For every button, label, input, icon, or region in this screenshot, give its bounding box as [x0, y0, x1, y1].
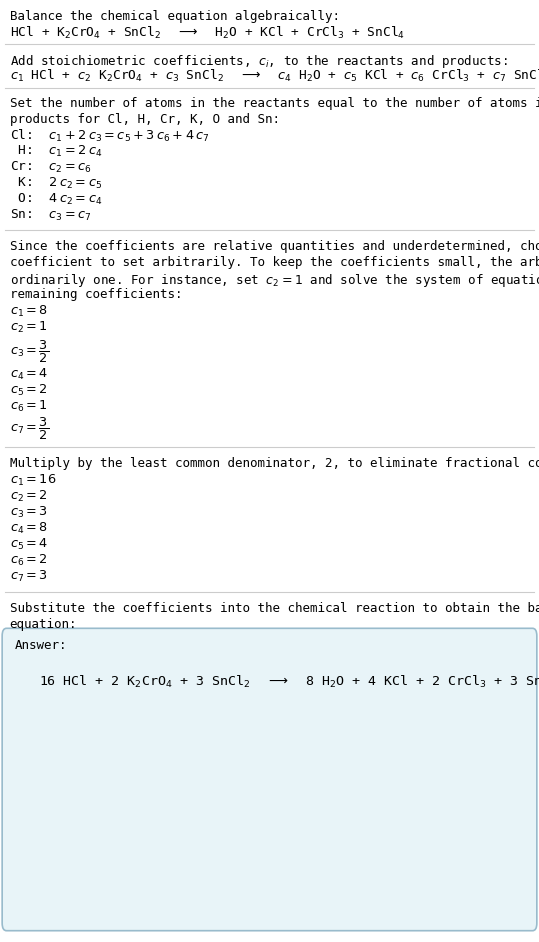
Text: $c_5 = 4$: $c_5 = 4$	[10, 537, 48, 552]
Text: $c_1$ HCl + $c_2$ K$_2$CrO$_4$ + $c_3$ SnCl$_2$  $\longrightarrow$  $c_4$ H$_2$O: $c_1$ HCl + $c_2$ K$_2$CrO$_4$ + $c_3$ S…	[10, 68, 539, 84]
Text: Balance the chemical equation algebraically:: Balance the chemical equation algebraica…	[10, 9, 340, 23]
Text: Cl:  $c_1 + 2\,c_3 = c_5 + 3\,c_6 + 4\,c_7$: Cl: $c_1 + 2\,c_3 = c_5 + 3\,c_6 + 4\,c_…	[10, 128, 209, 144]
Text: Answer:: Answer:	[15, 639, 67, 652]
Text: $c_7 = \dfrac{3}{2}$: $c_7 = \dfrac{3}{2}$	[10, 416, 49, 443]
Text: $c_5 = 2$: $c_5 = 2$	[10, 382, 47, 398]
Text: $c_1 = 8$: $c_1 = 8$	[10, 304, 48, 319]
Text: HCl + K$_2$CrO$_4$ + SnCl$_2$  $\longrightarrow$  H$_2$O + KCl + CrCl$_3$ + SnCl: HCl + K$_2$CrO$_4$ + SnCl$_2$ $\longrigh…	[10, 24, 405, 41]
FancyBboxPatch shape	[2, 628, 537, 931]
Text: Set the number of atoms in the reactants equal to the number of atoms in the: Set the number of atoms in the reactants…	[10, 97, 539, 110]
Text: Substitute the coefficients into the chemical reaction to obtain the balanced: Substitute the coefficients into the che…	[10, 602, 539, 615]
Text: Since the coefficients are relative quantities and underdetermined, choose a: Since the coefficients are relative quan…	[10, 240, 539, 253]
Text: $c_6 = 2$: $c_6 = 2$	[10, 553, 47, 568]
Text: $c_6 = 1$: $c_6 = 1$	[10, 398, 47, 414]
Text: $c_3 = 3$: $c_3 = 3$	[10, 505, 48, 520]
Text: $c_2 = 2$: $c_2 = 2$	[10, 489, 47, 504]
Text: equation:: equation:	[10, 618, 77, 631]
Text: O:  $4\,c_2 = c_4$: O: $4\,c_2 = c_4$	[10, 192, 102, 207]
Text: ordinarily one. For instance, set $c_2 = 1$ and solve the system of equations fo: ordinarily one. For instance, set $c_2 =…	[10, 272, 539, 289]
Text: Multiply by the least common denominator, 2, to eliminate fractional coefficient: Multiply by the least common denominator…	[10, 457, 539, 470]
Text: remaining coefficients:: remaining coefficients:	[10, 288, 182, 301]
Text: $c_7 = 3$: $c_7 = 3$	[10, 569, 48, 584]
Text: Sn:  $c_3 = c_7$: Sn: $c_3 = c_7$	[10, 208, 92, 223]
Text: products for Cl, H, Cr, K, O and Sn:: products for Cl, H, Cr, K, O and Sn:	[10, 113, 280, 126]
Text: H:  $c_1 = 2\,c_4$: H: $c_1 = 2\,c_4$	[10, 144, 102, 159]
Text: $c_4 = 8$: $c_4 = 8$	[10, 521, 48, 536]
Text: K:  $2\,c_2 = c_5$: K: $2\,c_2 = c_5$	[10, 176, 102, 191]
Text: $c_2 = 1$: $c_2 = 1$	[10, 320, 47, 335]
Text: Add stoichiometric coefficients, $c_i$, to the reactants and products:: Add stoichiometric coefficients, $c_i$, …	[10, 53, 508, 70]
Text: coefficient to set arbitrarily. To keep the coefficients small, the arbitrary va: coefficient to set arbitrarily. To keep …	[10, 256, 539, 269]
Text: Cr:  $c_2 = c_6$: Cr: $c_2 = c_6$	[10, 160, 92, 175]
Text: $c_3 = \dfrac{3}{2}$: $c_3 = \dfrac{3}{2}$	[10, 339, 49, 365]
Text: 16 HCl + 2 K$_2$CrO$_4$ + 3 SnCl$_2$  $\longrightarrow$  8 H$_2$O + 4 KCl + 2 Cr: 16 HCl + 2 K$_2$CrO$_4$ + 3 SnCl$_2$ $\l…	[39, 674, 539, 690]
Text: $c_4 = 4$: $c_4 = 4$	[10, 366, 48, 382]
Text: $c_1 = 16$: $c_1 = 16$	[10, 473, 56, 488]
